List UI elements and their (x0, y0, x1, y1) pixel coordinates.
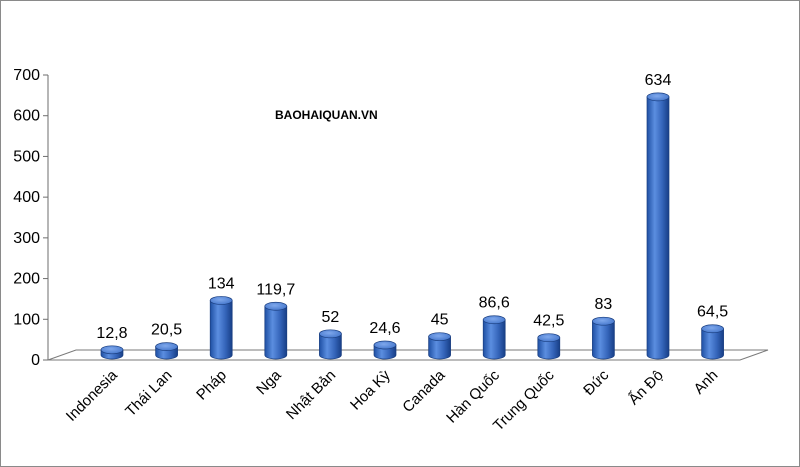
category-label: Ấn Độ (625, 367, 667, 409)
category-label: Hoa Kỳ (347, 366, 394, 413)
bar-body (646, 96, 670, 360)
y-tick-label: 100 (13, 311, 40, 328)
data-label: 134 (208, 275, 235, 292)
y-tick-label: 400 (13, 189, 40, 206)
bar-11 (646, 92, 670, 360)
bar-1 (100, 345, 124, 360)
bar-top (264, 301, 288, 311)
category-label: Canada (399, 366, 449, 416)
category-label: Pháp (193, 367, 230, 404)
bar-top (537, 333, 561, 343)
bar-top (319, 329, 342, 339)
bar-9 (537, 333, 561, 360)
bar-5 (319, 329, 342, 360)
data-label: 634 (645, 72, 672, 89)
data-label: 52 (322, 309, 340, 326)
bar-top (100, 345, 124, 355)
category-label: Anh (691, 367, 722, 398)
bar-6 (373, 340, 397, 360)
data-label: 45 (431, 312, 449, 329)
y-tick-label: 300 (13, 230, 40, 247)
bar-top (701, 324, 724, 334)
bar-top (155, 342, 178, 352)
bar-top (373, 340, 397, 350)
y-tick-label: 200 (13, 271, 40, 288)
data-label: 20,5 (151, 322, 182, 339)
bar-body (428, 336, 451, 360)
bar-2 (155, 342, 178, 360)
y-tick-label: 600 (13, 108, 40, 125)
category-label: Indonesia (63, 366, 121, 424)
annotation-watermark: BAOHAIQUAN.VN (275, 108, 378, 122)
bar-8 (482, 315, 506, 360)
y-tick-label: 500 (13, 148, 40, 165)
data-label: 119,7 (256, 281, 295, 298)
y-tick-label: 700 (13, 67, 40, 84)
bar-body (592, 320, 615, 360)
data-label: 64,5 (697, 304, 728, 321)
category-label: Nga (253, 366, 285, 398)
bar-body (319, 333, 342, 360)
data-label: 83 (595, 296, 613, 313)
bar-top (482, 315, 506, 325)
category-label: Nhật Bản (283, 367, 339, 423)
bar-12 (701, 324, 724, 360)
data-label: 86,6 (479, 295, 510, 312)
data-label: 42,5 (533, 313, 564, 330)
y-axis: 0 100 200 300 400 500 600 700 (13, 67, 49, 369)
bar-body (209, 300, 233, 360)
bar-body (537, 337, 561, 360)
bar-top (209, 296, 233, 305)
bar-7 (428, 332, 451, 360)
data-label: 12,8 (96, 325, 127, 342)
category-label: Đức (580, 366, 612, 398)
bar-4 (264, 301, 288, 360)
bar-top (428, 332, 451, 342)
data-label: 24,6 (369, 320, 400, 337)
data-labels: 12,8 20,5 134 119,7 52 24,6 45 86,6 42,5 83 634 64,… (96, 72, 728, 342)
bars (100, 92, 724, 360)
y-tick-label: 0 (31, 352, 40, 369)
bar-body (264, 305, 288, 360)
bar-10 (592, 316, 615, 360)
bar-body (482, 319, 506, 360)
bar-top (592, 316, 615, 326)
bar-3 (209, 296, 233, 360)
bar-top (646, 92, 670, 102)
category-label: Thái Lan (122, 367, 175, 420)
bar-body (701, 328, 724, 360)
